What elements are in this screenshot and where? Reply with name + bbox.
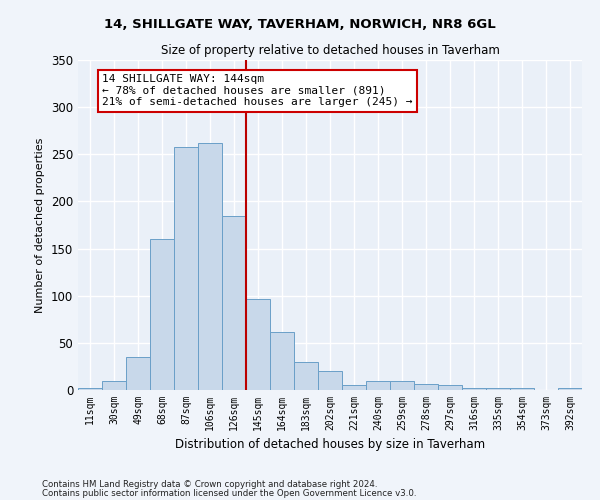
Bar bbox=[270, 332, 294, 390]
Text: 14, SHILLGATE WAY, TAVERHAM, NORWICH, NR8 6GL: 14, SHILLGATE WAY, TAVERHAM, NORWICH, NR… bbox=[104, 18, 496, 30]
Bar bbox=[78, 388, 102, 390]
Bar bbox=[318, 371, 342, 390]
Title: Size of property relative to detached houses in Taverham: Size of property relative to detached ho… bbox=[161, 44, 499, 58]
Bar bbox=[174, 146, 198, 390]
Bar bbox=[294, 362, 318, 390]
Bar bbox=[390, 380, 414, 390]
Text: 14 SHILLGATE WAY: 144sqm
← 78% of detached houses are smaller (891)
21% of semi-: 14 SHILLGATE WAY: 144sqm ← 78% of detach… bbox=[102, 74, 413, 108]
Bar bbox=[462, 388, 486, 390]
Bar bbox=[246, 298, 270, 390]
Bar bbox=[126, 357, 150, 390]
Bar bbox=[486, 388, 510, 390]
X-axis label: Distribution of detached houses by size in Taverham: Distribution of detached houses by size … bbox=[175, 438, 485, 452]
Bar bbox=[198, 143, 222, 390]
Bar bbox=[222, 216, 246, 390]
Y-axis label: Number of detached properties: Number of detached properties bbox=[35, 138, 46, 312]
Text: Contains public sector information licensed under the Open Government Licence v3: Contains public sector information licen… bbox=[42, 489, 416, 498]
Bar bbox=[510, 388, 534, 390]
Bar bbox=[102, 380, 126, 390]
Bar bbox=[366, 380, 390, 390]
Bar bbox=[558, 388, 582, 390]
Bar bbox=[438, 386, 462, 390]
Bar bbox=[414, 384, 438, 390]
Bar bbox=[150, 239, 174, 390]
Text: Contains HM Land Registry data © Crown copyright and database right 2024.: Contains HM Land Registry data © Crown c… bbox=[42, 480, 377, 489]
Bar bbox=[342, 386, 366, 390]
